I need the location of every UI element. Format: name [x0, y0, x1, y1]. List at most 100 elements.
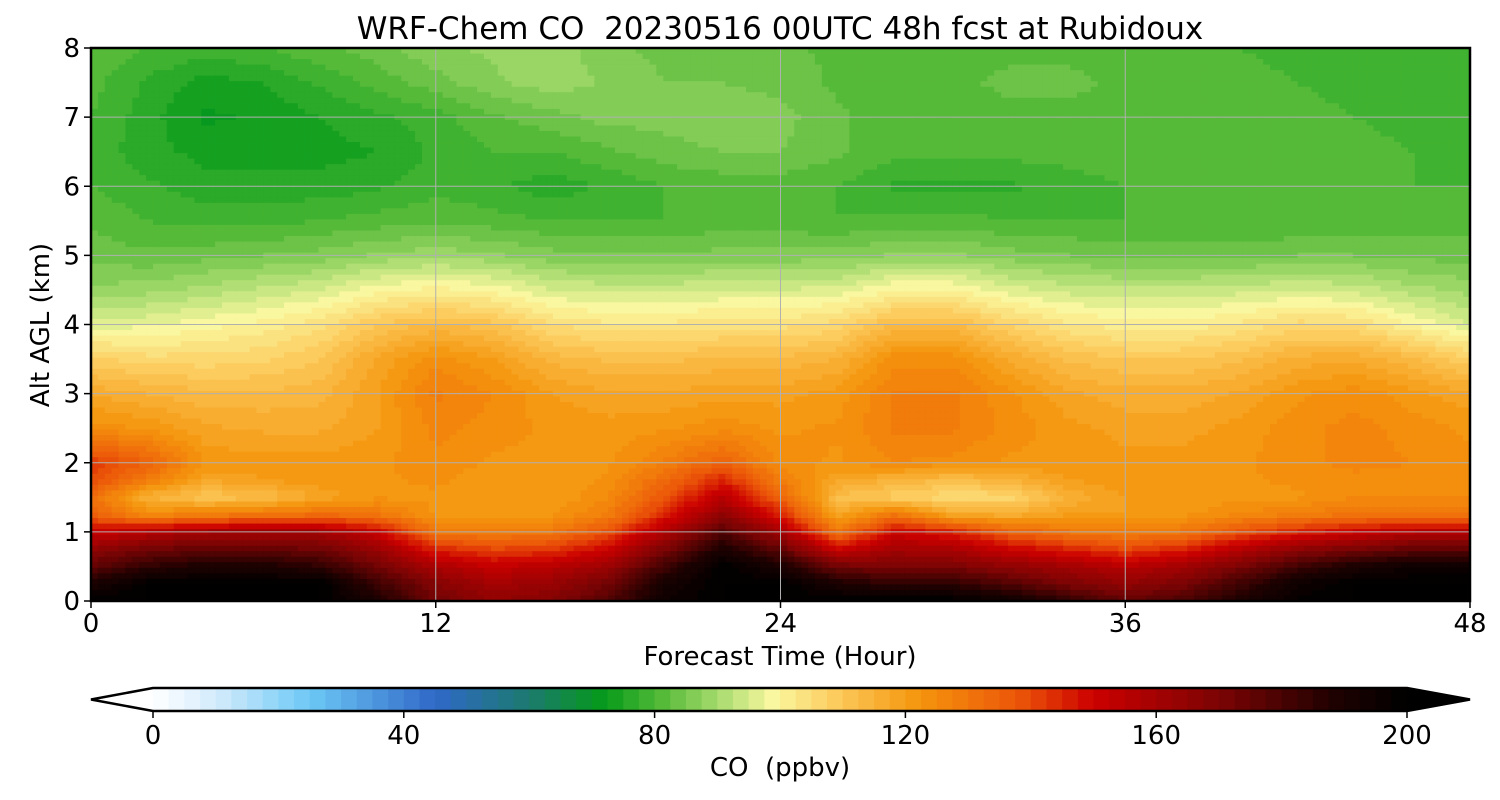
field-cell	[828, 175, 837, 182]
field-cell	[1166, 53, 1175, 60]
field-cell	[1442, 130, 1450, 138]
field-cell	[1194, 81, 1202, 88]
field-cell	[104, 147, 113, 154]
field-cell	[1463, 81, 1470, 88]
field-cell	[490, 175, 499, 182]
field-cell	[1097, 153, 1106, 160]
field-cell	[470, 130, 478, 138]
field-cell	[601, 153, 609, 160]
field-cell	[552, 92, 561, 99]
field-cell	[856, 64, 864, 71]
field-cell	[566, 86, 575, 93]
field-cell	[1442, 142, 1450, 149]
field-cell	[794, 153, 802, 160]
field-cell	[814, 86, 823, 93]
field-cell	[539, 169, 547, 176]
field-cell	[787, 180, 795, 187]
field-cell	[1035, 119, 1044, 127]
field-cell	[415, 108, 423, 115]
field-cell	[828, 158, 837, 165]
field-cell	[1166, 75, 1175, 82]
field-cell	[297, 70, 306, 77]
field-cell	[966, 75, 975, 82]
field-cell	[1125, 142, 1133, 149]
field-cell	[552, 108, 561, 115]
field-cell	[794, 180, 802, 187]
field-cell	[746, 70, 754, 77]
field-cell	[118, 119, 127, 127]
field-cell	[318, 180, 327, 187]
field-cell	[1263, 86, 1271, 93]
field-cell	[1311, 130, 1319, 138]
field-cell	[925, 103, 933, 110]
field-cell	[642, 119, 651, 127]
field-cell	[1201, 136, 1209, 143]
field-cell	[1256, 158, 1264, 165]
field-cell	[1325, 92, 1333, 99]
field-cell	[1173, 108, 1181, 115]
field-cell	[408, 53, 416, 60]
field-cell	[456, 75, 464, 82]
field-cell	[1035, 153, 1044, 160]
field-cell	[359, 153, 368, 160]
field-cell	[1345, 64, 1354, 71]
field-cell	[559, 119, 568, 127]
field-cell	[484, 86, 492, 93]
field-cell	[1463, 158, 1470, 165]
field-cell	[573, 158, 582, 165]
field-cell	[697, 164, 706, 171]
field-cell	[939, 81, 947, 88]
field-cell	[1442, 169, 1450, 176]
field-cell	[904, 175, 913, 182]
field-cell	[394, 97, 402, 104]
field-cell	[1380, 108, 1388, 115]
field-cell	[814, 147, 823, 154]
field-cell	[1276, 92, 1285, 99]
field-cell	[1152, 86, 1161, 93]
field-cell	[1414, 169, 1423, 176]
field-cell	[828, 92, 837, 99]
field-cell	[587, 136, 595, 143]
field-cell	[180, 153, 189, 160]
field-cell	[635, 158, 644, 165]
field-cell	[228, 64, 237, 71]
field-cell	[1118, 130, 1126, 138]
field-cell	[132, 164, 140, 171]
field-cell	[1359, 142, 1368, 149]
field-cell	[297, 108, 306, 115]
field-cell	[1290, 169, 1299, 176]
field-cell	[435, 164, 444, 171]
field-cell	[635, 108, 644, 115]
field-cell	[1104, 125, 1113, 132]
field-cell	[1414, 53, 1423, 60]
field-cell	[421, 164, 430, 171]
field-cell	[1449, 75, 1457, 82]
field-cell	[932, 119, 940, 127]
field-cell	[1463, 53, 1470, 60]
field-cell	[883, 53, 892, 60]
field-cell	[925, 64, 933, 71]
field-cell	[1290, 147, 1299, 154]
field-cell	[353, 147, 361, 154]
field-cell	[1090, 59, 1099, 66]
field-cell	[663, 169, 671, 176]
field-cell	[897, 59, 906, 66]
field-cell	[1159, 130, 1168, 138]
field-cell	[421, 64, 430, 71]
field-cell	[704, 136, 713, 143]
field-cell	[532, 64, 540, 71]
field-cell	[1008, 108, 1016, 115]
field-cell	[415, 103, 423, 110]
field-cell	[1021, 70, 1030, 77]
field-cell	[1145, 119, 1154, 127]
field-cell	[1428, 164, 1437, 171]
field-cell	[1304, 153, 1313, 160]
field-cell	[1359, 108, 1368, 115]
field-cell	[1173, 70, 1181, 77]
field-cell	[587, 86, 595, 93]
field-cell	[1318, 164, 1326, 171]
field-cell	[608, 103, 616, 110]
field-cell	[621, 142, 630, 149]
field-cell	[215, 103, 223, 110]
field-cell	[525, 136, 533, 143]
